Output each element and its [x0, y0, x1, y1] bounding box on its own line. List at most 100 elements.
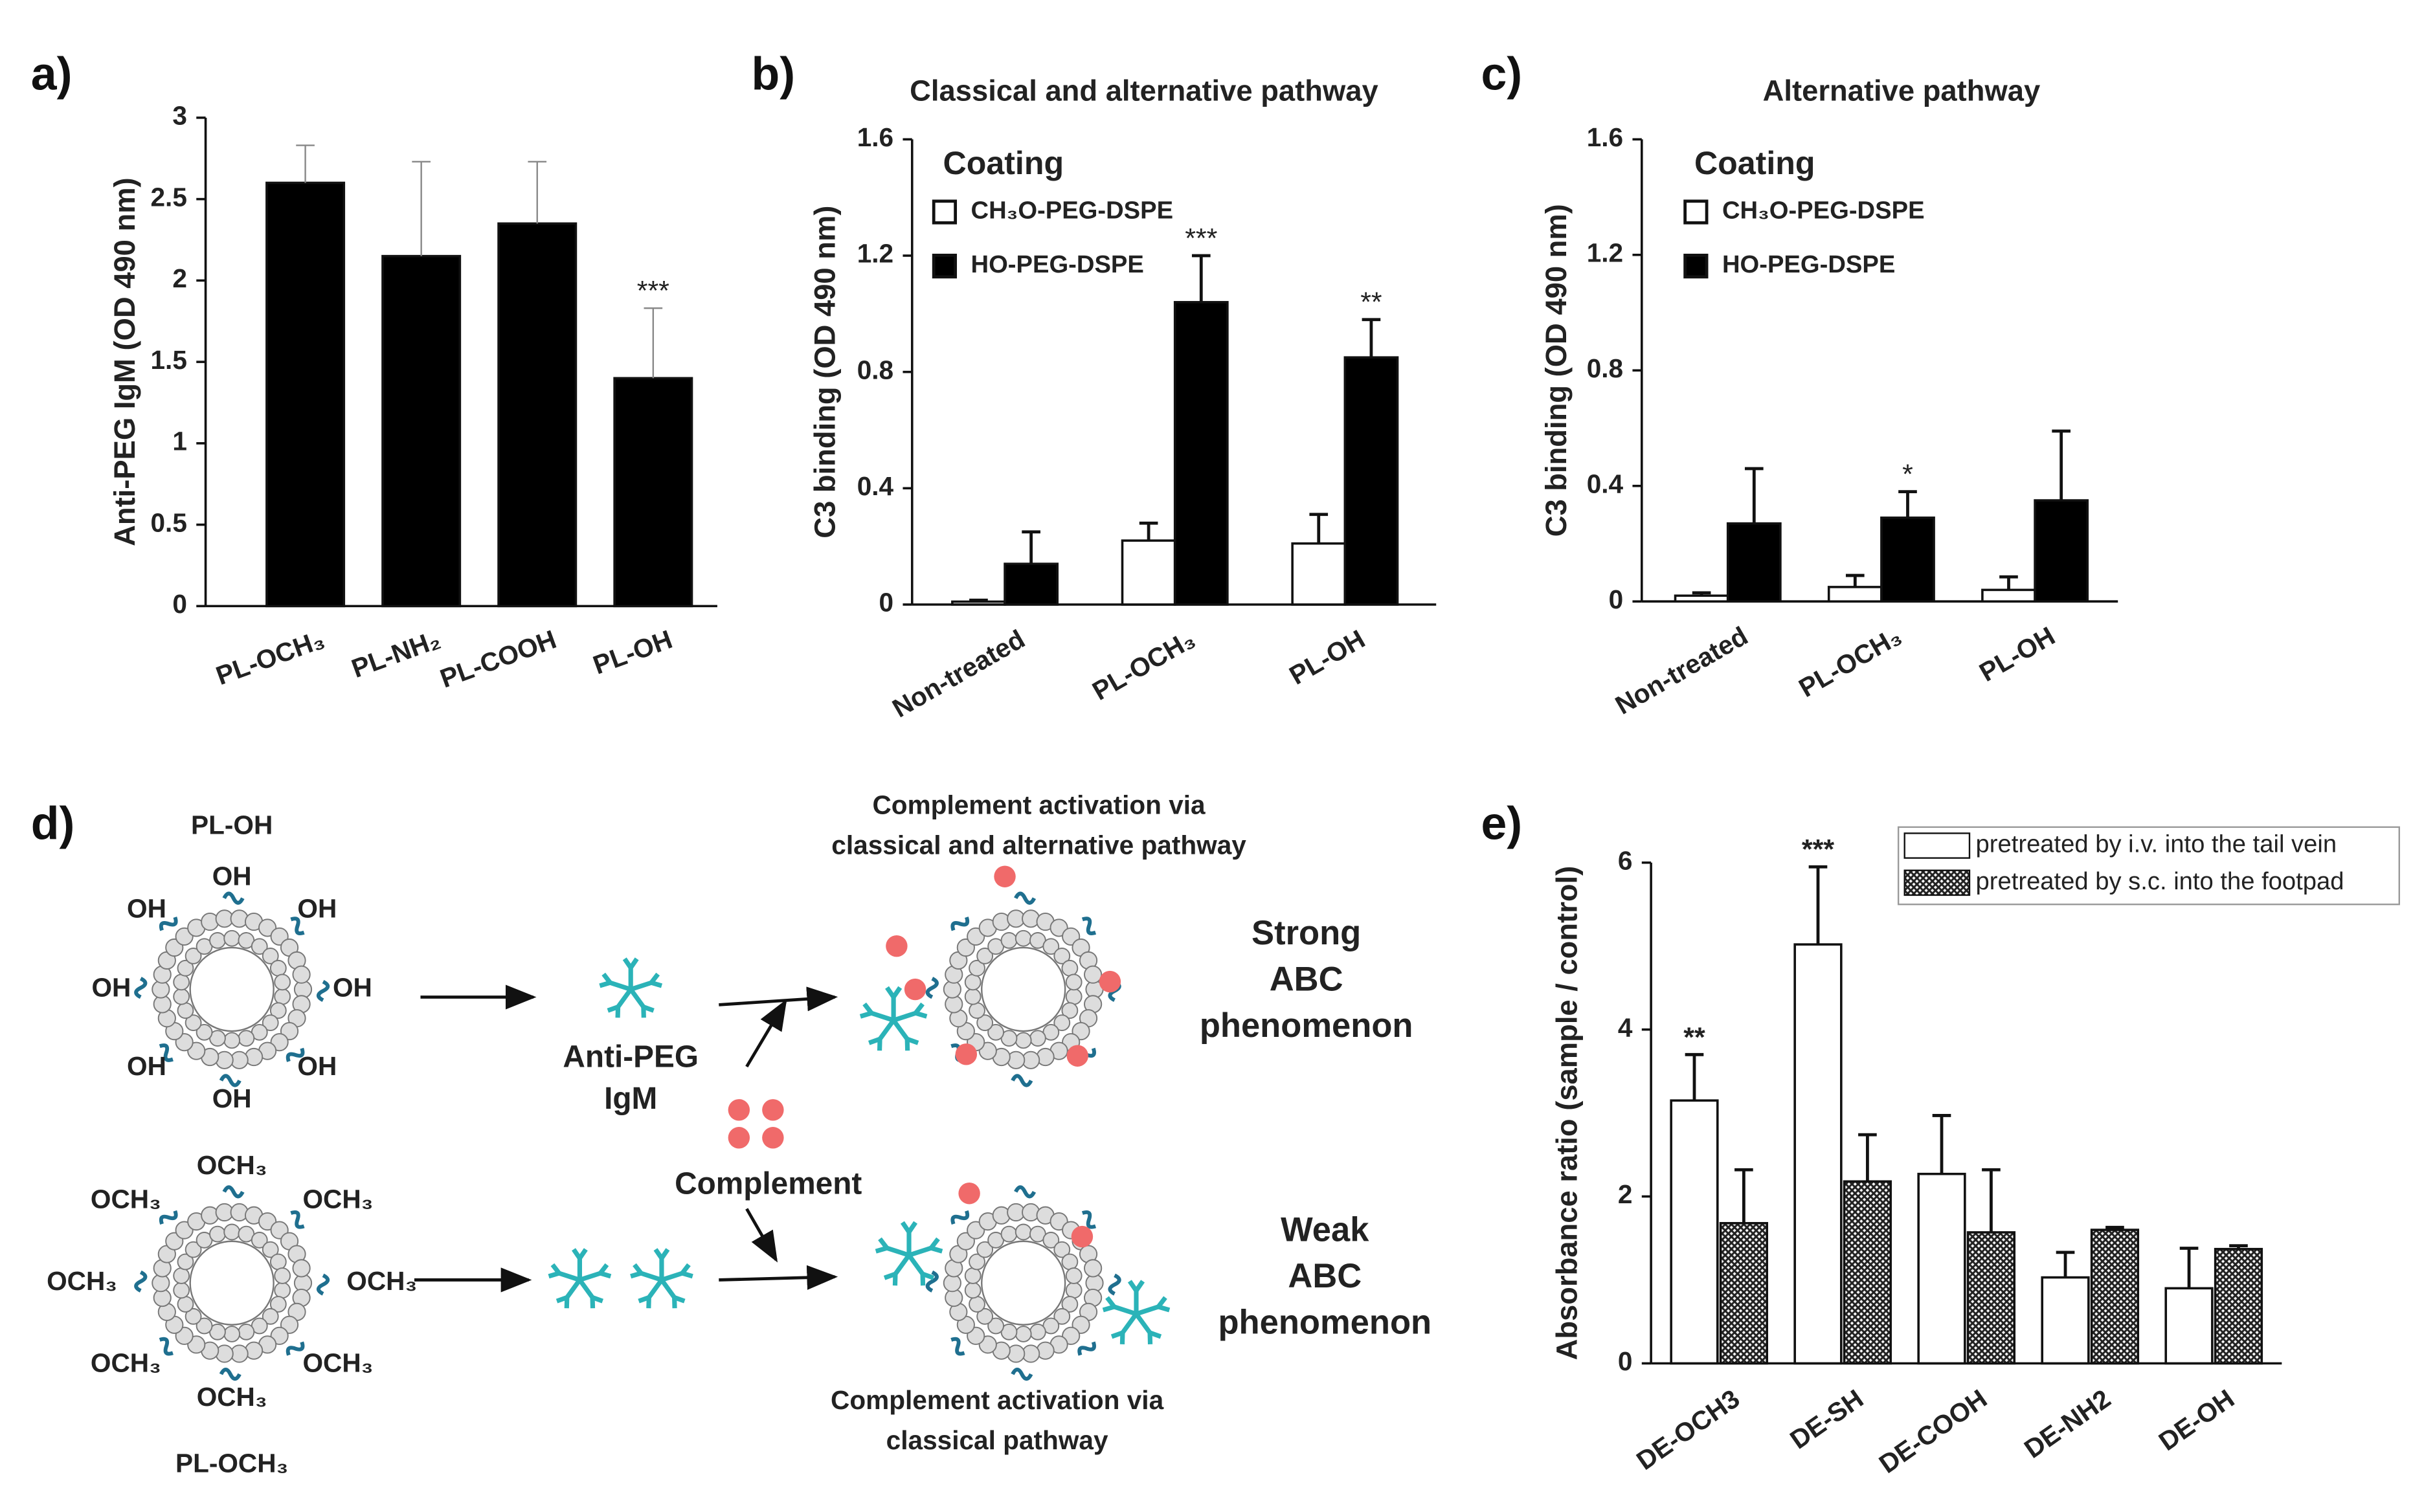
antibody-label: IgM: [604, 1082, 657, 1116]
peg-chain: [1011, 1368, 1033, 1381]
significance: **: [1683, 1022, 1705, 1053]
bar: [2164, 1287, 2214, 1365]
error-bar: [1858, 1133, 1877, 1182]
result: ABC: [1288, 1257, 1362, 1295]
legend-swatch: [932, 199, 958, 225]
y-tick-label: 4: [1618, 1012, 1633, 1042]
bar: [1843, 1180, 1892, 1365]
igm-arm: [908, 1245, 932, 1258]
igm-arm: [878, 1019, 896, 1041]
igm-arm: [660, 1278, 677, 1299]
igm: [548, 1248, 612, 1309]
peg-chain: [925, 1270, 939, 1293]
end-group: OH: [91, 972, 131, 1002]
complement: [904, 978, 926, 1001]
bar: [1917, 1172, 1966, 1365]
igm: [630, 1248, 693, 1309]
lipid-head: [1042, 938, 1060, 955]
end-group: OCH₃: [197, 1150, 267, 1180]
x-tick-label: PL-OCH₃: [1087, 624, 1200, 706]
bar: [951, 600, 1006, 606]
igm-arm: [1113, 1304, 1138, 1317]
peg-chain: [950, 1210, 970, 1225]
y-tick-label: 1.6: [1587, 122, 1623, 152]
complement: [728, 1127, 750, 1149]
error-bar: [969, 598, 988, 602]
bar: [1719, 1221, 1768, 1365]
bar: [1004, 562, 1059, 606]
significance: ***: [1802, 834, 1834, 865]
bar: [1981, 588, 2036, 603]
bar: [265, 181, 346, 608]
end-group: OH: [127, 1051, 166, 1081]
igm-arm: [650, 980, 663, 988]
panel: a) Anti-PEG IgM (OD 490 nm) 0 0.5 1 1.5 2 2.5 3 P…: [31, 49, 717, 693]
bar: [613, 377, 693, 608]
error-bar: [528, 161, 547, 224]
end-group: OCH₃: [197, 1382, 267, 1412]
end-group: OH: [212, 861, 252, 891]
igm-arm: [1134, 1312, 1152, 1335]
igm-arm: [565, 1278, 582, 1299]
significance: ***: [1185, 223, 1217, 254]
igm-arm: [1121, 1312, 1138, 1335]
lipid-head: [274, 973, 291, 991]
igm-arm: [660, 1248, 670, 1260]
panel-label: c): [1481, 49, 1522, 100]
liposome: [925, 1185, 1121, 1381]
lipid-head: [1042, 1232, 1060, 1249]
lipid-head: [1065, 973, 1083, 991]
lipid-head: [177, 1002, 194, 1019]
core: [981, 946, 1066, 1032]
complement: [994, 865, 1016, 887]
lipid-head: [987, 1023, 1004, 1041]
error-bar: [1744, 467, 1764, 524]
igm-arm: [870, 1010, 895, 1023]
particle-name: PL-OH: [191, 810, 273, 840]
lipid-head: [964, 973, 982, 991]
x-tick-label: DE-COOH: [1874, 1383, 1992, 1479]
igm-arm: [915, 1010, 928, 1019]
error-bar: [412, 161, 431, 256]
caption: Complement activation via: [873, 790, 1206, 820]
peg-chain: [290, 917, 305, 935]
bar: [2041, 1276, 2090, 1365]
error-bar: [1932, 1114, 1951, 1174]
peg-chain: [219, 1368, 241, 1381]
y-tick-label: 6: [1618, 845, 1633, 875]
error-bar: [1692, 591, 1711, 596]
lipid-head: [1065, 1282, 1083, 1299]
error-bar: [2229, 1244, 2248, 1249]
y-tick-label: 0.8: [857, 355, 893, 384]
lipid-head: [976, 1307, 994, 1325]
lipid-head: [262, 1307, 279, 1325]
legend-swatch: [1683, 199, 1709, 225]
complement: [955, 1043, 978, 1065]
igm-arm: [633, 1263, 644, 1275]
lipid-head: [269, 1296, 287, 1313]
error-bar: [1982, 1168, 2001, 1232]
igm-arm: [629, 988, 645, 1008]
x-tick-label: PL-OCH₃: [212, 624, 328, 691]
igm-arm: [892, 1019, 910, 1041]
y-tick-label: 2.5: [150, 182, 186, 212]
igm-arm: [578, 1278, 594, 1299]
y-tick-label: 1.2: [857, 239, 893, 269]
lipid-head: [238, 1030, 255, 1047]
legend-label: CH₃O-PEG-DSPE: [971, 197, 1174, 225]
igm-arm: [1158, 1304, 1171, 1313]
lipid-head: [177, 1253, 194, 1271]
igm-arm: [862, 1002, 873, 1015]
result: Weak: [1281, 1210, 1369, 1249]
peg-chain: [286, 1047, 305, 1062]
lipid-head: [177, 1296, 194, 1313]
lipid-head: [1061, 1296, 1079, 1313]
lipid-head: [1053, 1241, 1071, 1258]
y-axis-label: C3 binding (OD 490 nm): [1540, 204, 1573, 537]
panel: c) Alternative pathway C3 binding (OD 490 …: [1481, 49, 2118, 720]
lipid-head: [173, 988, 190, 1005]
core: [981, 1240, 1066, 1326]
peg-chain: [290, 1210, 305, 1229]
lipid-head: [185, 1307, 202, 1325]
lipid-head: [185, 948, 202, 964]
